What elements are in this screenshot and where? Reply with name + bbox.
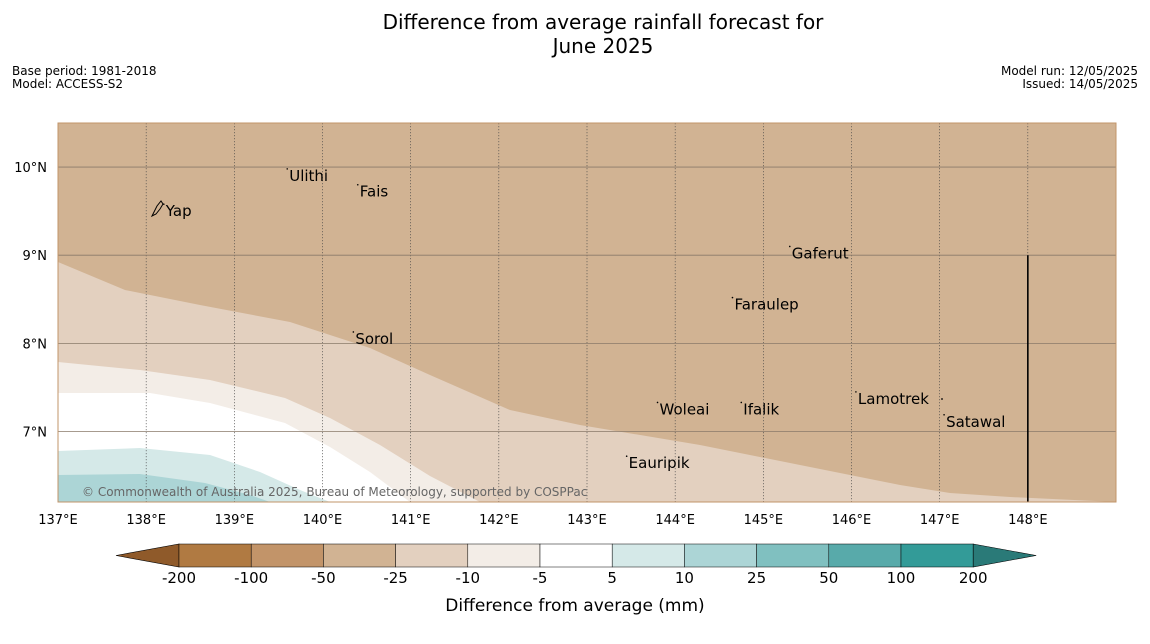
place-marker	[788, 245, 791, 248]
lon-tick-label: 146°E	[832, 513, 872, 528]
colorbar-tick-label: -5	[533, 569, 548, 587]
place-label: Woleai	[660, 400, 710, 418]
place-label: Eauripik	[629, 454, 690, 472]
lon-tick-label: 140°E	[303, 513, 343, 528]
place-label: Lamotrek	[858, 390, 929, 408]
colorbar-bin	[539, 543, 613, 568]
place-label: Ifalik	[743, 400, 779, 418]
model-name: Model: ACCESS-S2	[12, 77, 124, 91]
colorbar-bin	[323, 543, 396, 568]
colorbar-bin	[178, 543, 252, 568]
colorbar: -200 -100 -50 -25 -10 -5 5 10 25 50 100 200	[115, 543, 1037, 587]
places-layer: Yap Ulithi Fais Gaferut Faraulep Sorol Lamotre…	[163, 167, 1005, 472]
place-marker	[625, 455, 628, 458]
colorbar-label: Difference from average (mm)	[445, 596, 705, 616]
place-label: Fais	[360, 183, 389, 201]
colorbar-bin	[395, 543, 469, 568]
title-line-1: Difference from average rainfall forecas…	[382, 10, 824, 34]
copyright-text: © Commonwealth of Australia 2025, Bureau…	[82, 485, 587, 499]
colorbar-tick-label: 10	[675, 569, 694, 587]
colorbar-bin	[611, 543, 685, 568]
colorbar-tick-label: 100	[887, 569, 916, 587]
lat-tick-label: 9°N	[23, 249, 48, 264]
colorbar-tick-label: -200	[162, 569, 196, 587]
colorbar-tick-label: 50	[819, 569, 838, 587]
lon-tick-label: 139°E	[215, 513, 255, 528]
place-label: Ulithi	[289, 167, 328, 185]
lat-tick-labels: 10°N 9°N 8°N 7°N	[14, 161, 47, 440]
colorbar-tick-label: 25	[747, 569, 766, 587]
lon-tick-label: 144°E	[655, 513, 695, 528]
colorbar-extend-low	[115, 543, 180, 568]
lon-tick-label: 145°E	[744, 513, 784, 528]
colorbar-bin	[828, 543, 902, 568]
colorbar-bin	[684, 543, 757, 568]
lon-tick-label: 142°E	[479, 513, 519, 528]
colorbar-tick-label: -25	[383, 569, 408, 587]
meta-left: Base period: 1981-2018 Model: ACCESS-S2	[12, 65, 157, 91]
colorbar-bin	[756, 543, 830, 568]
place-marker	[740, 401, 743, 404]
model-run: Model run: 12/05/2025	[1000, 64, 1138, 78]
lon-tick-label: 138°E	[126, 513, 166, 528]
place-marker	[731, 296, 734, 299]
lon-tick-label: 147°E	[920, 513, 960, 528]
lon-tick-label: 148°E	[1008, 513, 1048, 528]
place-label: Satawal	[946, 413, 1005, 431]
place-marker	[163, 203, 165, 205]
place-marker	[943, 413, 945, 416]
place-label: Sorol	[355, 330, 393, 348]
colorbar-tick-label: -10	[456, 569, 481, 587]
lat-tick-label: 8°N	[23, 337, 48, 352]
map-title: Difference from average rainfall forecas…	[0, 10, 1150, 58]
lat-tick-label: 7°N	[23, 425, 48, 440]
lon-tick-label: 141°E	[391, 513, 431, 528]
colorbar-tick-label: 200	[959, 569, 988, 587]
meta-right: Model run: 12/05/2025 Issued: 14/05/2025	[1001, 65, 1138, 91]
lat-tick-label: 10°N	[14, 161, 47, 176]
island-dot	[941, 398, 943, 400]
place-marker	[352, 331, 355, 333]
place-marker	[356, 183, 359, 186]
colorbar-tick-label: 5	[607, 569, 617, 587]
yap-island-outline	[150, 200, 164, 218]
issued-date: Issued: 14/05/2025	[1022, 77, 1138, 91]
colorbar-tick-label: -100	[234, 569, 268, 587]
base-period: Base period: 1981-2018	[12, 64, 157, 78]
place-label: Gaferut	[792, 244, 849, 262]
lon-tick-label: 143°E	[567, 513, 607, 528]
colorbar-extend-high	[972, 543, 1037, 568]
lon-tick-label: 137°E	[38, 513, 78, 528]
place-label: Faraulep	[734, 296, 798, 314]
place-marker	[855, 391, 857, 393]
colorbar-tick-label: -50	[311, 569, 336, 587]
title-line-2: June 2025	[552, 34, 654, 58]
band-10-25	[58, 474, 270, 502]
place-label: Yap	[165, 202, 192, 220]
place-marker	[656, 401, 659, 404]
lon-tick-labels: 137°E 138°E 139°E 140°E 141°E 142°E 143°E 144°E…	[38, 513, 1047, 528]
colorbar-bin	[250, 543, 324, 568]
colorbar-bin	[900, 543, 974, 568]
map-frame	[57, 122, 1117, 503]
place-marker	[286, 168, 289, 170]
colorbar-bin	[467, 543, 541, 568]
